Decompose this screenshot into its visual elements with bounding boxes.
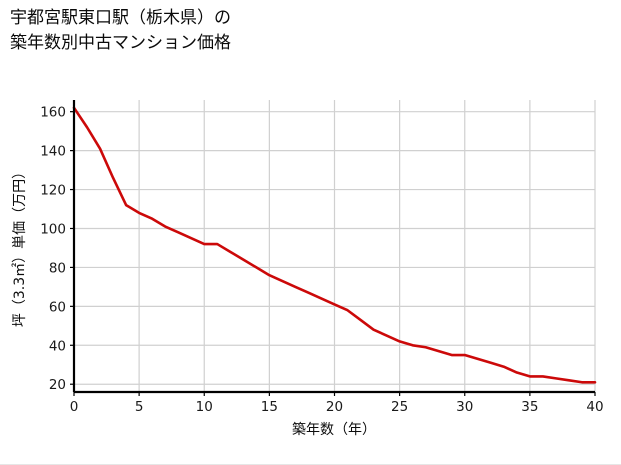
x-tick-label: 40 <box>586 399 603 415</box>
y-tick-label: 20 <box>49 377 66 393</box>
y-tick-labels: 20 40 60 80 100 120 140 160 <box>40 105 74 393</box>
y-axis-title: 坪（3.3㎡）単価（万円） <box>12 165 28 327</box>
y-tick-label: 80 <box>49 260 66 276</box>
x-tick-label: 25 <box>391 399 408 415</box>
y-tick-label: 140 <box>40 144 66 160</box>
data-line-group <box>72 106 597 384</box>
series-line-坪単価 <box>72 106 597 384</box>
y-tick-label: 160 <box>40 105 66 121</box>
y-tick-label: 100 <box>40 221 66 237</box>
x-tick-labels: 0 5 10 15 20 25 30 35 40 <box>70 392 604 415</box>
chart-title: 宇都宮駅東口駅（栃木県）の 築年数別中古マンション価格 <box>10 8 231 53</box>
x-tick-label: 10 <box>196 399 213 415</box>
y-tick-label: 60 <box>49 299 66 315</box>
gridlines <box>73 100 596 392</box>
x-tick-label: 35 <box>521 399 538 415</box>
x-tick-label: 0 <box>70 399 79 415</box>
x-axis-title: 築年数（年） <box>292 422 376 438</box>
x-tick-label: 20 <box>326 399 343 415</box>
y-tick-label: 120 <box>40 183 66 199</box>
x-tick-label: 15 <box>261 399 278 415</box>
x-tick-label: 30 <box>456 399 473 415</box>
x-tick-label: 5 <box>135 399 144 415</box>
y-tick-label: 40 <box>49 338 66 354</box>
